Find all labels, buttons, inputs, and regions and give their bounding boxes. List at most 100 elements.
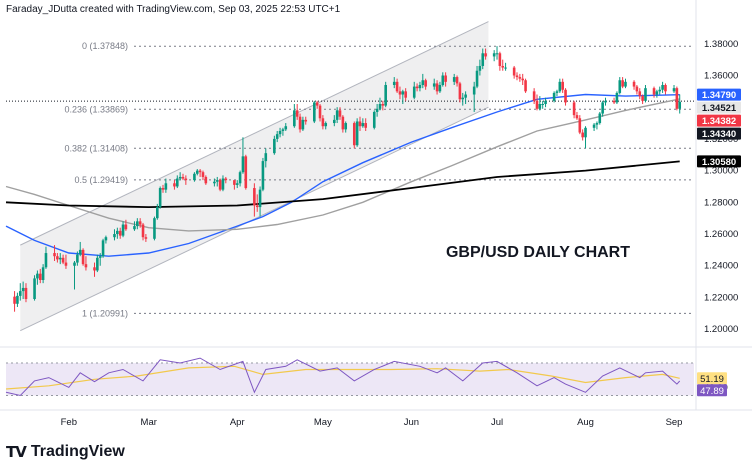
candle[interactable] — [664, 83, 667, 95]
candle[interactable] — [652, 86, 656, 98]
candle[interactable] — [524, 78, 527, 93]
moving-average-line-3[interactable] — [5, 160, 680, 209]
candle[interactable] — [255, 194, 259, 212]
candle[interactable] — [264, 148, 268, 168]
candle[interactable] — [335, 107, 339, 124]
rsi-badge[interactable]: 51.19 — [697, 372, 727, 385]
candle[interactable] — [378, 97, 382, 111]
candle[interactable] — [552, 91, 556, 103]
candle[interactable] — [41, 264, 45, 284]
candle[interactable] — [584, 126, 587, 149]
candle[interactable] — [153, 216, 156, 241]
candle[interactable] — [58, 253, 62, 265]
candle[interactable] — [38, 268, 42, 284]
candle[interactable] — [392, 77, 396, 89]
candle[interactable] — [612, 97, 616, 105]
candle[interactable] — [475, 65, 479, 89]
moving-average-line-2[interactable] — [5, 98, 680, 232]
candle[interactable] — [504, 62, 507, 71]
candle[interactable] — [455, 75, 459, 87]
candle[interactable] — [313, 100, 316, 124]
candle[interactable] — [581, 129, 584, 141]
candle[interactable] — [258, 186, 262, 217]
price-axis[interactable]: 1.20000 1.22000 1.24000 1.26000 1.28000 1.300… — [697, 39, 741, 335]
candle[interactable] — [418, 81, 422, 92]
candle[interactable] — [501, 59, 505, 71]
candle[interactable] — [184, 175, 188, 185]
candle[interactable] — [518, 73, 522, 82]
candle[interactable] — [101, 238, 105, 258]
tradingview-logo[interactable]: TV TradingView — [6, 441, 125, 463]
candle[interactable] — [478, 59, 482, 76]
candle[interactable] — [481, 48, 485, 70]
candle[interactable] — [284, 123, 288, 131]
candle[interactable] — [604, 97, 607, 106]
candle[interactable] — [341, 115, 345, 133]
candle[interactable] — [381, 100, 385, 111]
candle[interactable] — [21, 281, 25, 300]
candle[interactable] — [273, 135, 276, 155]
candle[interactable] — [495, 46, 499, 60]
candle[interactable] — [372, 110, 376, 130]
candle[interactable] — [235, 180, 239, 189]
candle[interactable] — [538, 96, 542, 111]
candle[interactable] — [138, 218, 142, 228]
candle[interactable] — [175, 175, 179, 189]
candle[interactable] — [213, 178, 216, 187]
candle[interactable] — [675, 86, 679, 111]
candle[interactable] — [221, 175, 225, 192]
candle[interactable] — [621, 77, 624, 89]
candle[interactable] — [98, 253, 102, 266]
candle[interactable] — [93, 262, 96, 277]
candle[interactable] — [601, 100, 604, 117]
candle[interactable] — [181, 173, 185, 181]
candle[interactable] — [321, 115, 325, 130]
candle[interactable] — [384, 81, 387, 108]
candle[interactable] — [178, 172, 182, 181]
candle[interactable] — [678, 94, 682, 114]
candle[interactable] — [141, 222, 145, 241]
candle[interactable] — [395, 78, 399, 93]
candle[interactable] — [241, 137, 245, 174]
candle[interactable] — [238, 170, 242, 187]
channel-upper-line[interactable] — [20, 21, 489, 246]
candle[interactable] — [452, 73, 456, 85]
candle[interactable] — [578, 115, 582, 135]
candle[interactable] — [435, 80, 439, 95]
candle[interactable] — [358, 116, 362, 131]
candle[interactable] — [164, 178, 168, 193]
candle[interactable] — [515, 72, 519, 81]
candle[interactable] — [16, 292, 19, 307]
candle[interactable] — [635, 85, 639, 95]
candle[interactable] — [332, 115, 336, 127]
candle[interactable] — [438, 81, 442, 93]
candle[interactable] — [76, 251, 79, 266]
candle[interactable] — [161, 184, 165, 193]
candle[interactable] — [338, 107, 342, 120]
candle[interactable] — [544, 97, 547, 108]
candle[interactable] — [521, 73, 525, 85]
channel-lower-line[interactable] — [20, 106, 489, 332]
price-badge[interactable]: 1.30580 — [697, 155, 741, 168]
candle[interactable] — [472, 81, 476, 112]
candle[interactable] — [364, 118, 368, 131]
candle[interactable] — [116, 227, 119, 239]
fibonacci-retracement[interactable]: 0 (1.37848) 0.236 (1.33869) 0.382 (1.31408… — [6, 41, 694, 318]
candle[interactable] — [73, 260, 76, 290]
candle[interactable] — [173, 180, 176, 190]
candle[interactable] — [121, 221, 125, 238]
candle[interactable] — [124, 219, 128, 231]
price-badge[interactable]: 1.34521 — [697, 101, 741, 115]
candle[interactable] — [136, 218, 139, 230]
candle[interactable] — [315, 100, 319, 109]
candle[interactable] — [84, 256, 88, 271]
candle[interactable] — [461, 92, 465, 106]
candle[interactable] — [233, 180, 236, 190]
candle[interactable] — [564, 88, 567, 106]
candle[interactable] — [18, 283, 22, 301]
price-badge[interactable]: 1.34382 — [697, 114, 741, 128]
candle[interactable] — [244, 154, 248, 190]
candle[interactable] — [492, 50, 496, 62]
candle[interactable] — [595, 121, 599, 130]
